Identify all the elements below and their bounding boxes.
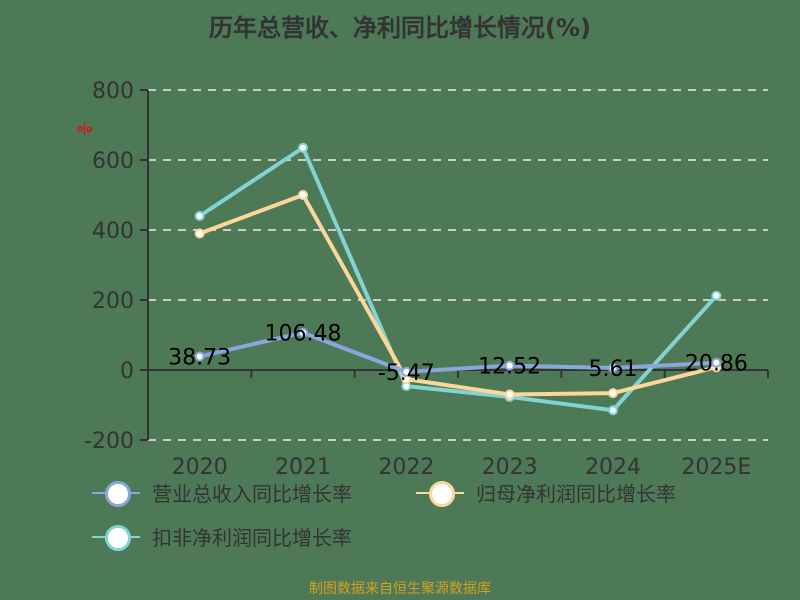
x-tick-label: 2022 [378, 455, 434, 480]
legend-label: 扣非净利润同比增长率 [152, 526, 352, 550]
data-point [194, 228, 205, 239]
data-label: -5.47 [378, 361, 435, 386]
legend-item-revenue[interactable]: 营业总收入同比增长率 [88, 478, 352, 507]
data-point [504, 389, 515, 400]
y-tick-label: -200 [84, 429, 134, 454]
data-point [298, 142, 308, 153]
chart-title: 历年总营收、净利同比增长情况(%) [209, 14, 591, 42]
data-point [608, 405, 618, 416]
legend-marker-icon [412, 479, 468, 507]
data-point [401, 366, 412, 377]
data-point [711, 290, 722, 301]
legend-item-net-profit[interactable]: 归母净利润同比增长率 [412, 478, 676, 507]
x-tick-label: 2024 [585, 455, 641, 480]
legend-item-deducted-profit[interactable]: 扣非净利润同比增长率 [88, 522, 352, 551]
data-label: 38.73 [168, 345, 231, 370]
data-point [194, 351, 205, 362]
data-label: 12.52 [478, 355, 541, 380]
data-point [298, 190, 308, 200]
x-tick-label: 2021 [275, 455, 331, 480]
data-point [298, 327, 308, 338]
data-point [608, 363, 618, 374]
data-point [504, 360, 515, 371]
data-source-footer: 制图数据来自恒生聚源数据库 [309, 581, 491, 597]
y-tick-label: 800 [92, 79, 134, 104]
legend-marker-icon [88, 523, 144, 551]
legend-label: 营业总收入同比增长率 [152, 482, 352, 506]
y-tick-label: 200 [92, 289, 134, 314]
data-point [711, 357, 722, 368]
series-line [199, 330, 717, 374]
y-tick-label: 600 [92, 149, 134, 174]
data-label: 5.61 [589, 357, 638, 382]
y-tick-label: 0 [120, 359, 134, 384]
x-tick-label: 2023 [482, 455, 538, 480]
data-point [608, 388, 618, 399]
legend-marker-icon [88, 479, 144, 507]
y-tick-label: 400 [92, 219, 134, 244]
data-label: 106.48 [265, 322, 342, 347]
data-point [194, 211, 205, 221]
data-label: 20.86 [685, 352, 748, 377]
legend-label: 归母净利润同比增长率 [476, 482, 676, 506]
x-tick-label: 2025E [681, 455, 751, 480]
x-tick-label: 2020 [172, 455, 228, 480]
series-line [198, 145, 718, 413]
series-line [198, 193, 717, 397]
